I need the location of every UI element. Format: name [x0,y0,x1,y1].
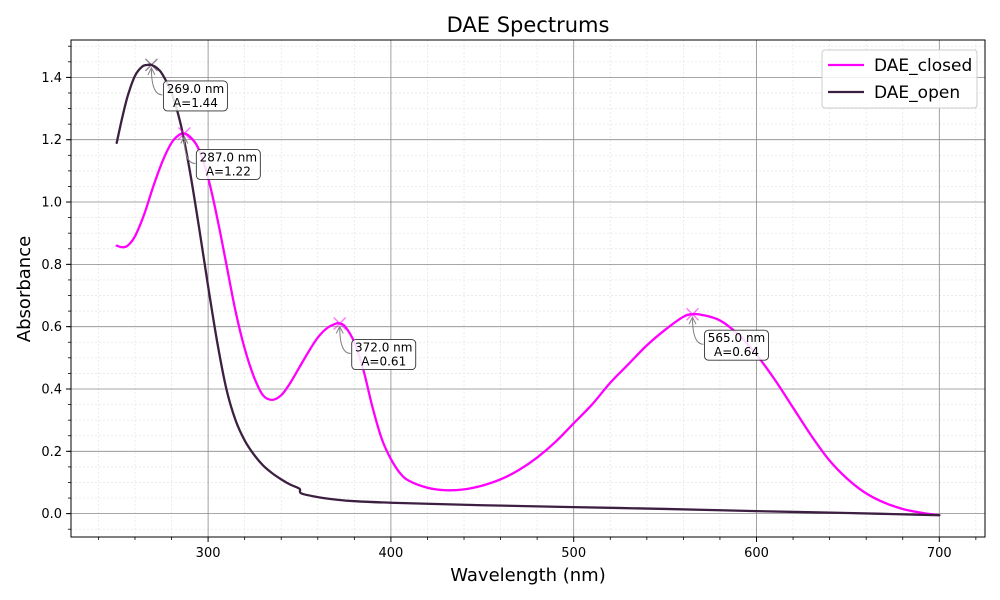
annotation-arrow [692,318,704,345]
legend: DAE_closed DAE_open [821,49,978,109]
arrow-head [688,316,697,325]
minor-grid [71,40,985,537]
arrow-head [180,135,189,144]
legend-label-DAE_closed: DAE_closed [874,56,972,76]
peak-marker [144,58,158,72]
annotation-wavelength: 269.0 nm [167,82,224,96]
y-tick-label: 0.8 [41,258,62,273]
annotation-box [704,329,769,361]
annotation-absorbance: A=0.61 [361,355,406,369]
x-tick-label: 400 [378,546,403,561]
peak-marker [177,126,191,140]
peak-annotation: 287.0 nmA=1.22 [177,126,261,180]
x-axis-ticks: 300 400 500 600 700 [98,537,977,561]
peak-annotation: 269.0 nmA=1.44 [144,58,228,112]
y-tick-label: 0.2 [41,445,62,460]
annotation-wavelength: 565.0 nm [708,331,765,345]
y-tick-label: 1.2 [41,133,62,148]
y-axis-ticks: 0.0 0.2 0.4 0.6 0.8 1.0 1.2 1.4 [41,45,71,530]
x-tick-label: 500 [561,546,586,561]
annotation-box [351,339,417,371]
legend-label-DAE_open: DAE_open [874,83,960,103]
peak-marker [333,317,347,331]
y-tick-label: 0.0 [41,507,62,522]
annotation-wavelength: 287.0 nm [200,150,257,164]
y-tick-label: 0.4 [41,382,62,397]
y-axis-label: Absorbance [14,236,35,342]
peak-marker [686,307,700,321]
annotation-arrow [339,327,351,355]
y-tick-label: 1.0 [41,196,62,211]
annotation-absorbance: A=1.44 [173,96,218,110]
y-tick-label: 1.4 [41,71,62,86]
x-axis-label: Wavelength (nm) [450,565,606,586]
x-tick-label: 300 [196,546,221,561]
annotation-absorbance: A=1.22 [206,164,251,178]
y-tick-label: 0.6 [41,320,62,335]
annotation-box [162,80,228,112]
annotation-arrow [183,137,196,164]
plot-background [71,40,985,537]
peak-annotation: 565.0 nmA=0.64 [686,307,769,361]
chart-title: DAE Spectrums [447,13,610,37]
x-tick-label: 700 [927,546,952,561]
arrow-head [335,325,344,334]
arrow-head [147,66,156,76]
peak-annotation: 372.0 nmA=0.61 [333,317,417,371]
annotation-wavelength: 372.0 nm [355,341,412,355]
annotation-absorbance: A=0.64 [714,345,759,359]
x-tick-label: 600 [744,546,769,561]
annotation-arrow [150,68,163,96]
plot-frame [70,39,986,538]
annotation-box [195,149,261,180]
